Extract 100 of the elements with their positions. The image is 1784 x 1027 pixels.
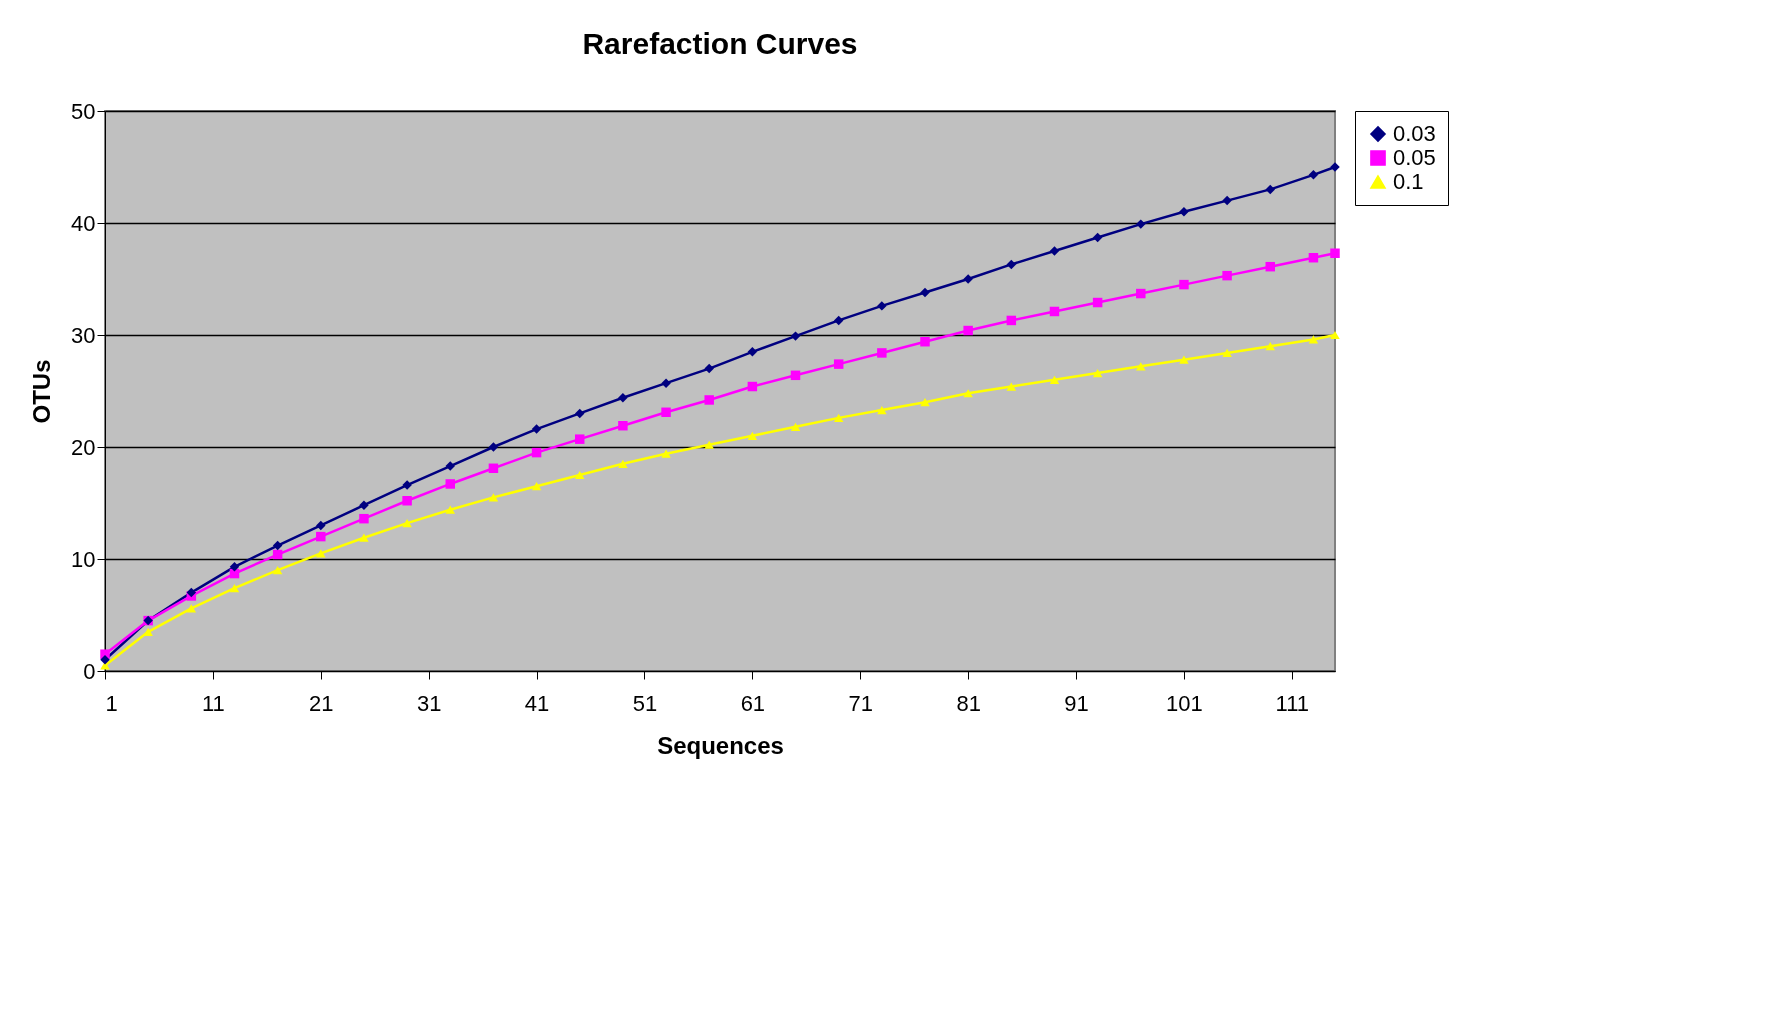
legend-label: 0.1 <box>1393 169 1424 194</box>
y-tick-label: 20 <box>71 434 96 460</box>
legend-label: 0.03 <box>1393 121 1436 146</box>
point <box>1049 246 1060 256</box>
point <box>272 540 283 551</box>
x-axis-title: Sequences <box>657 731 784 759</box>
point <box>833 359 844 369</box>
point <box>1006 259 1017 270</box>
point <box>1308 170 1319 180</box>
point <box>445 479 456 489</box>
point <box>877 405 887 415</box>
point <box>531 424 542 434</box>
point <box>1006 315 1017 326</box>
point <box>1179 279 1189 290</box>
x-tick-label: 31 <box>416 690 442 716</box>
point <box>618 459 628 468</box>
point <box>272 549 283 560</box>
point <box>618 420 628 431</box>
point <box>1308 252 1319 263</box>
point <box>920 287 930 298</box>
point <box>1092 297 1103 308</box>
point <box>1006 382 1017 391</box>
x-tick-label: 11 <box>201 690 225 716</box>
point <box>963 325 973 336</box>
point <box>1049 375 1060 384</box>
point <box>1265 261 1276 272</box>
point <box>229 584 240 593</box>
point <box>1330 330 1340 340</box>
point <box>531 482 542 491</box>
point <box>833 315 844 326</box>
x-tick-label: 1 <box>105 690 118 716</box>
point <box>531 447 542 458</box>
y-tick-label: 0 <box>83 658 96 684</box>
point <box>1136 288 1146 299</box>
point <box>790 331 801 341</box>
point <box>316 520 326 531</box>
point <box>1222 348 1232 358</box>
point <box>661 449 671 458</box>
x-tick-label: 61 <box>740 690 766 716</box>
x-tick-label: 111 <box>1275 690 1310 716</box>
point <box>359 513 369 524</box>
point <box>1330 248 1340 258</box>
point <box>963 389 973 398</box>
point <box>445 461 456 471</box>
point <box>574 408 585 419</box>
point <box>1179 207 1189 217</box>
point <box>574 434 585 444</box>
chart-title: Rarefaction Curves <box>582 27 858 60</box>
point <box>877 301 887 311</box>
point <box>488 442 499 452</box>
x-tick-label: 101 <box>1166 690 1203 716</box>
point <box>704 440 714 449</box>
point <box>747 347 758 357</box>
point <box>747 381 758 392</box>
point <box>402 496 412 506</box>
point <box>229 562 240 572</box>
point <box>704 395 714 405</box>
point <box>272 566 283 575</box>
point <box>1092 368 1103 378</box>
point <box>1179 355 1189 364</box>
point <box>1136 362 1146 371</box>
point <box>1136 219 1146 229</box>
x-tick-label: 91 <box>1064 690 1089 716</box>
point <box>316 549 326 558</box>
point <box>790 370 801 381</box>
x-tick-label: 41 <box>524 690 550 716</box>
point <box>359 500 369 510</box>
point <box>1222 270 1232 281</box>
point <box>574 470 585 480</box>
point <box>1049 306 1060 317</box>
point <box>747 431 758 440</box>
x-tick-label: 71 <box>848 690 874 716</box>
y-tick-label: 50 <box>71 98 96 124</box>
point <box>488 493 499 502</box>
point <box>1265 342 1276 351</box>
y-tick-label: 10 <box>71 546 96 572</box>
point <box>1265 184 1276 195</box>
point <box>877 348 887 358</box>
point <box>316 531 326 542</box>
x-tick-label: 51 <box>632 690 658 716</box>
point <box>704 363 714 374</box>
x-tick-label: 81 <box>956 690 981 716</box>
y-tick-label: 40 <box>71 210 96 236</box>
y-axis-title: OTUs <box>28 359 56 424</box>
point <box>790 422 801 431</box>
y-tick-label: 30 <box>71 322 96 348</box>
point <box>186 604 197 613</box>
point <box>359 533 369 542</box>
point <box>1308 335 1319 344</box>
point <box>618 392 628 403</box>
legend-label: 0.05 <box>1393 145 1436 170</box>
point <box>402 519 412 528</box>
point <box>488 463 499 474</box>
point <box>1092 232 1103 243</box>
point <box>833 413 844 422</box>
point <box>445 505 456 514</box>
x-tick-label: 21 <box>309 690 334 716</box>
point <box>1222 195 1232 206</box>
point <box>661 407 671 418</box>
point <box>186 587 197 598</box>
